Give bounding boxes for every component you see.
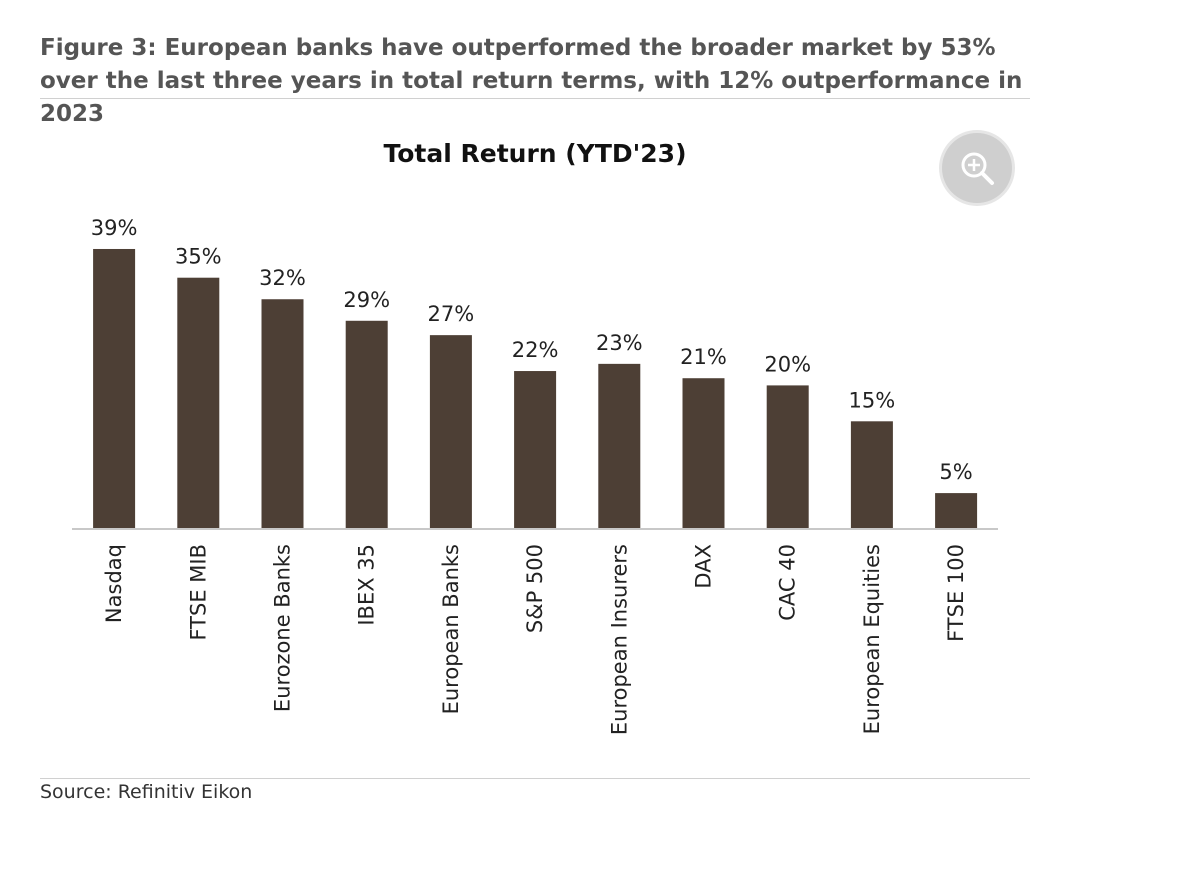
bar-european-insurers	[598, 363, 641, 529]
category-label: DAX	[692, 544, 716, 589]
bar-nasdaq	[93, 248, 136, 530]
bar-ftse-mib	[177, 277, 220, 529]
zoom-in-icon	[961, 152, 994, 185]
bar-dax	[682, 378, 725, 529]
bar-s-p-500	[514, 371, 557, 529]
value-label: 32%	[259, 266, 306, 290]
category-label: European Equities	[860, 544, 884, 734]
bar-european-equities	[850, 421, 893, 529]
category-label: Eurozone Banks	[271, 544, 295, 712]
value-label: 22%	[512, 338, 559, 362]
value-label: 29%	[343, 288, 390, 312]
category-label: IBEX 35	[355, 544, 379, 626]
value-label: 39%	[91, 216, 138, 240]
value-label: 15%	[849, 388, 896, 412]
value-label: 23%	[596, 331, 643, 355]
zoom-button[interactable]	[942, 133, 1012, 203]
caption-divider	[40, 98, 1030, 99]
figure-caption: Figure 3: European banks have outperform…	[40, 35, 1023, 127]
source-divider	[40, 778, 1030, 779]
value-label: 20%	[764, 352, 811, 376]
category-label: European Banks	[439, 544, 463, 714]
value-labels-group: 39% 35% 32% 29% 27% 22% 23% 21% 20% 15% 5%	[91, 216, 973, 484]
bar-european-banks	[429, 335, 472, 529]
value-label: 21%	[680, 345, 727, 369]
bar-cac-40	[766, 385, 809, 529]
bar-ibex-35	[345, 320, 388, 529]
bar-ftse-100	[935, 493, 978, 529]
bar-eurozone-banks	[261, 299, 304, 529]
chart-title: Total Return (YTD'23)	[384, 139, 687, 168]
bars-group	[93, 248, 978, 530]
value-label: 35%	[175, 245, 222, 269]
category-label: Nasdaq	[102, 544, 126, 623]
category-labels-group: Nasdaq FTSE MIB Eurozone Banks IBEX 35 Europ…	[102, 544, 968, 735]
category-label: FTSE MIB	[186, 544, 210, 641]
category-label: S&P 500	[523, 544, 547, 633]
source-note: Source: Refinitiv Eikon	[40, 781, 253, 803]
category-label: FTSE 100	[944, 544, 968, 642]
value-label: 5%	[939, 460, 972, 484]
value-label: 27%	[428, 302, 475, 326]
category-label: European Insurers	[607, 544, 631, 735]
category-label: CAC 40	[776, 544, 800, 621]
